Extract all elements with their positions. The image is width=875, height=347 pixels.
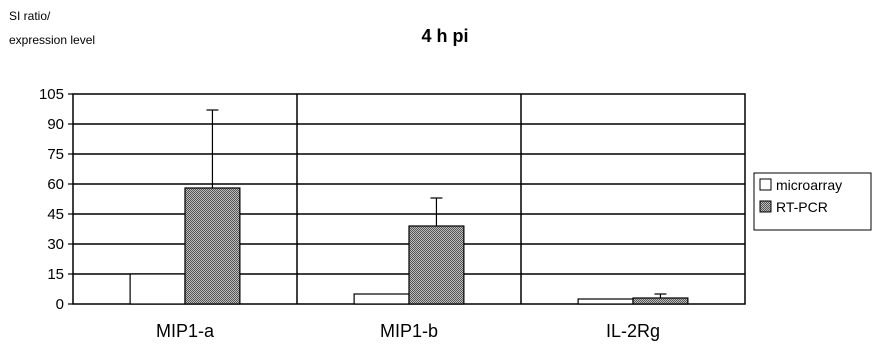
- bar-rt-pcr-mip1-a: [184, 187, 241, 305]
- y-tick-label: 105: [39, 86, 64, 103]
- y-tick-label: 75: [47, 146, 64, 163]
- bar-rt-pcr-mip1-b: [408, 225, 465, 305]
- y-tick-label: 45: [47, 206, 64, 223]
- bar-microarray-mip1-b: [353, 293, 410, 305]
- y-tick-label: 90: [47, 116, 64, 133]
- plot-area: 0 15 30 45 60 75 90 105 MIP1-a MIP1-b IL-2Rg: [39, 86, 746, 341]
- bar-microarray-mip1-a: [129, 273, 186, 305]
- y-tick-label: 60: [47, 176, 64, 193]
- legend-swatch-microarray: [759, 178, 772, 191]
- y-tick-label: 0: [56, 296, 64, 313]
- chart-title: 4 h pi: [421, 26, 468, 46]
- x-tick-label: IL-2Rg: [606, 321, 660, 341]
- x-tick-label: MIP1-a: [156, 321, 215, 341]
- y-tick-label: 15: [47, 266, 64, 283]
- bar-microarray-il-2rg: [577, 298, 634, 305]
- y-tick-label: 30: [47, 236, 64, 253]
- legend-swatch-rt-pcr: [759, 200, 772, 213]
- y-axis-label-line2: expression level: [9, 33, 95, 47]
- legend-frame: [753, 172, 872, 231]
- legend-label-rt-pcr: RT-PCR: [776, 199, 828, 215]
- legend: microarray RT-PCR: [753, 172, 872, 231]
- legend-label-microarray: microarray: [776, 177, 842, 193]
- bar-rt-pcr-il-2rg: [632, 297, 689, 305]
- x-tick-label: MIP1-b: [380, 321, 438, 341]
- y-axis-label-line1: SI ratio/: [9, 9, 51, 23]
